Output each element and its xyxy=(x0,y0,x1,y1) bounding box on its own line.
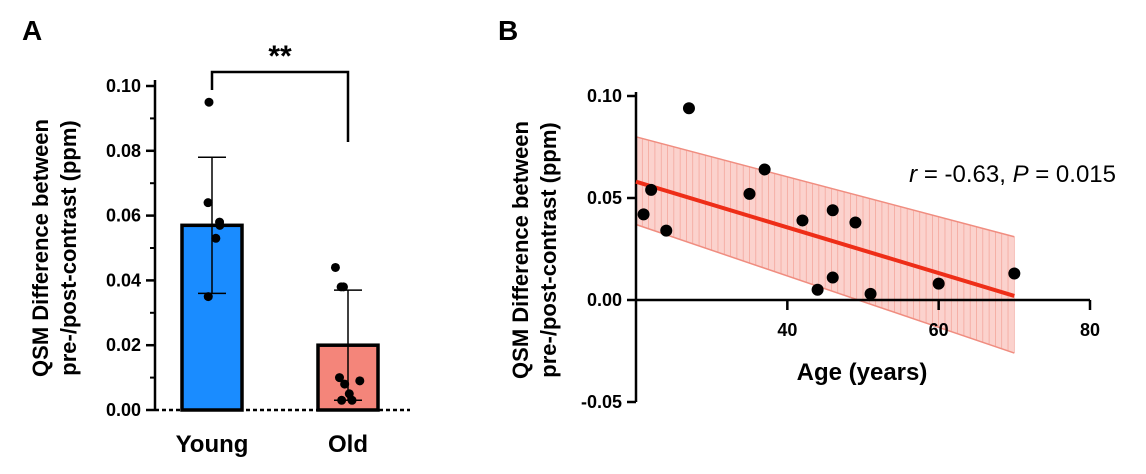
panel-a-category-label: Old xyxy=(328,431,368,458)
panel-b-data-point xyxy=(826,271,839,284)
panel-b-xtick-label: 60 xyxy=(929,320,949,340)
annotation-p-text: = 0.015 xyxy=(1029,161,1116,188)
panel-b-data-point xyxy=(826,204,839,217)
panel-b-data-point xyxy=(758,163,771,176)
panel-b-ci-lower-edge xyxy=(635,223,1015,354)
panel-b-ytick-label: 0.00 xyxy=(587,290,622,310)
panel-b-scatter-chart: QSM Difference between pre-/post-contras… xyxy=(508,86,1116,412)
panel-a-bars: Young Old xyxy=(176,156,380,458)
panel-b-fit-line xyxy=(635,179,1015,298)
panel-b-points xyxy=(637,102,1021,300)
panel-a-data-point xyxy=(334,373,344,383)
panel-b-axes: -0.05 0.00 0.05 0.10 40 60 80 xyxy=(581,86,1100,412)
panel-a-ytick-label: 0.08 xyxy=(106,141,141,161)
panel-b-data-point xyxy=(849,216,862,229)
panel-a-data-point xyxy=(330,262,340,272)
panel-b-data-point xyxy=(796,214,809,227)
panel-b-ci-upper-edge xyxy=(635,136,1015,238)
annotation-r-label: r xyxy=(909,161,918,188)
panel-b-data-point xyxy=(1008,267,1021,280)
panel-a-category-label: Young xyxy=(176,431,249,458)
panel-b-ylabel-line1: QSM Difference between xyxy=(508,121,533,379)
panel-b-annotation: r = -0.63, P = 0.015 xyxy=(909,161,1116,188)
annotation-p-label: P xyxy=(1013,161,1029,188)
panel-a-ytick-label: 0.10 xyxy=(106,76,141,96)
panel-a-data-point xyxy=(215,220,225,230)
panel-a-points xyxy=(203,97,365,405)
panel-b-data-point xyxy=(743,187,756,200)
panel-b-ytick-label: 0.10 xyxy=(587,86,622,106)
panel-b-xlabel: Age (years) xyxy=(797,359,928,386)
panel-a-data-point xyxy=(336,282,346,292)
panel-a-significance: ** xyxy=(210,40,350,142)
panel-a-bar-chart: QSM Difference between pre-/post-contras… xyxy=(28,40,410,458)
panel-b-data-point xyxy=(637,208,650,221)
panel-a-significance-label: ** xyxy=(268,40,292,73)
panel-b-data-point xyxy=(811,283,824,296)
panel-a-y-ticks: 0.00 0.02 0.04 0.06 0.08 0.10 xyxy=(106,76,155,420)
panel-b-xtick-label: 40 xyxy=(777,320,797,340)
panel-a-data-point xyxy=(347,395,357,405)
panel-a-ytick-label: 0.00 xyxy=(106,400,141,420)
panel-a-data-point xyxy=(355,376,365,386)
panel-b-xtick-label: 80 xyxy=(1080,320,1100,340)
panel-b-ytick-label: -0.05 xyxy=(581,392,622,412)
panel-b-data-point xyxy=(932,277,945,290)
panel-a-data-point xyxy=(211,233,221,243)
panel-b-data-point xyxy=(682,102,695,115)
panel-a-axes xyxy=(153,80,410,412)
panel-b-data-point xyxy=(645,183,658,196)
panel-b-regression-line xyxy=(635,179,1015,298)
panel-a-ytick-label: 0.02 xyxy=(106,335,141,355)
panel-a-ylabel-line1: QSM Difference between xyxy=(28,119,53,377)
panel-a-ytick-label: 0.04 xyxy=(106,270,141,290)
annotation-r-text: = -0.63, xyxy=(917,161,1012,188)
panel-b-data-point xyxy=(864,287,877,300)
panel-b-ytick-label: 0.05 xyxy=(587,188,622,208)
panel-b-ylabel-line2: pre-/post-contrast (ppm) xyxy=(536,122,561,377)
panel-a-ytick-label: 0.06 xyxy=(106,206,141,226)
panel-b-data-point xyxy=(660,224,673,237)
panel-a-data-point xyxy=(340,379,350,389)
panel-letter-a: A xyxy=(22,15,42,46)
panel-a-data-point xyxy=(203,292,213,302)
panel-a-data-point xyxy=(337,395,347,405)
panel-a-data-point xyxy=(203,198,213,208)
panel-letter-b: B xyxy=(498,15,518,46)
panel-a-data-point xyxy=(204,97,214,107)
panel-a-significance-bracket xyxy=(210,70,350,142)
panel-a-ylabel-line2: pre-/post-contrast (ppm) xyxy=(56,120,81,375)
